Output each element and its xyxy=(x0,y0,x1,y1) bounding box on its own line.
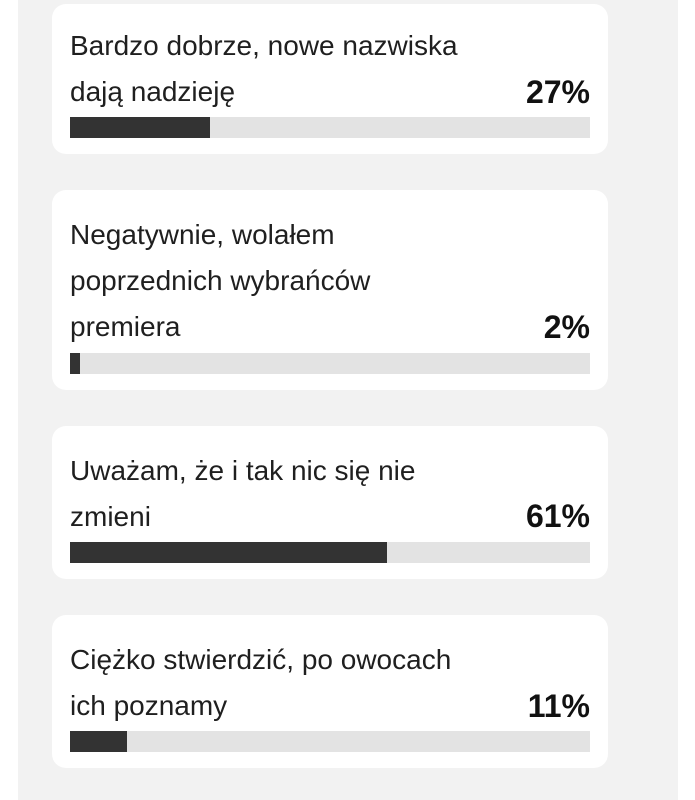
poll-option-percent: 11% xyxy=(527,688,590,724)
poll-option-percent: 2% xyxy=(543,309,590,345)
poll-option-bar-fill xyxy=(70,117,211,138)
poll-option-text: Negatywnie, wolałem poprzednich wybrańcó… xyxy=(70,219,371,342)
poll-option-text: Ciężko stwierdzić, po owocach ich poznam… xyxy=(70,644,452,721)
poll-option-percent: 27% xyxy=(525,74,590,110)
poll-option-bar-track xyxy=(70,117,590,138)
poll-option-card: Negatywnie, wolałem poprzednich wybrańcó… xyxy=(52,190,608,390)
poll-option-bar-fill xyxy=(70,731,128,752)
poll-option-text: Uważam, że i tak nic się nie zmieni xyxy=(70,455,416,532)
poll-option-bar-fill xyxy=(70,542,388,563)
poll-option-card: Uważam, że i tak nic się nie zmieni 61% xyxy=(52,426,608,579)
poll-option-bar-track xyxy=(70,353,590,374)
poll-option-percent: 61% xyxy=(525,498,590,534)
poll-option-card: Bardzo dobrze, nowe nazwiska dają nadzie… xyxy=(52,4,608,154)
poll-option-bar-track xyxy=(70,731,590,752)
poll-option-bar-fill xyxy=(70,353,81,374)
poll-option-bar-track xyxy=(70,542,590,563)
poll-option-card: Ciężko stwierdzić, po owocach ich poznam… xyxy=(52,615,608,768)
poll-option-text: Bardzo dobrze, nowe nazwiska dają nadzie… xyxy=(70,30,458,107)
